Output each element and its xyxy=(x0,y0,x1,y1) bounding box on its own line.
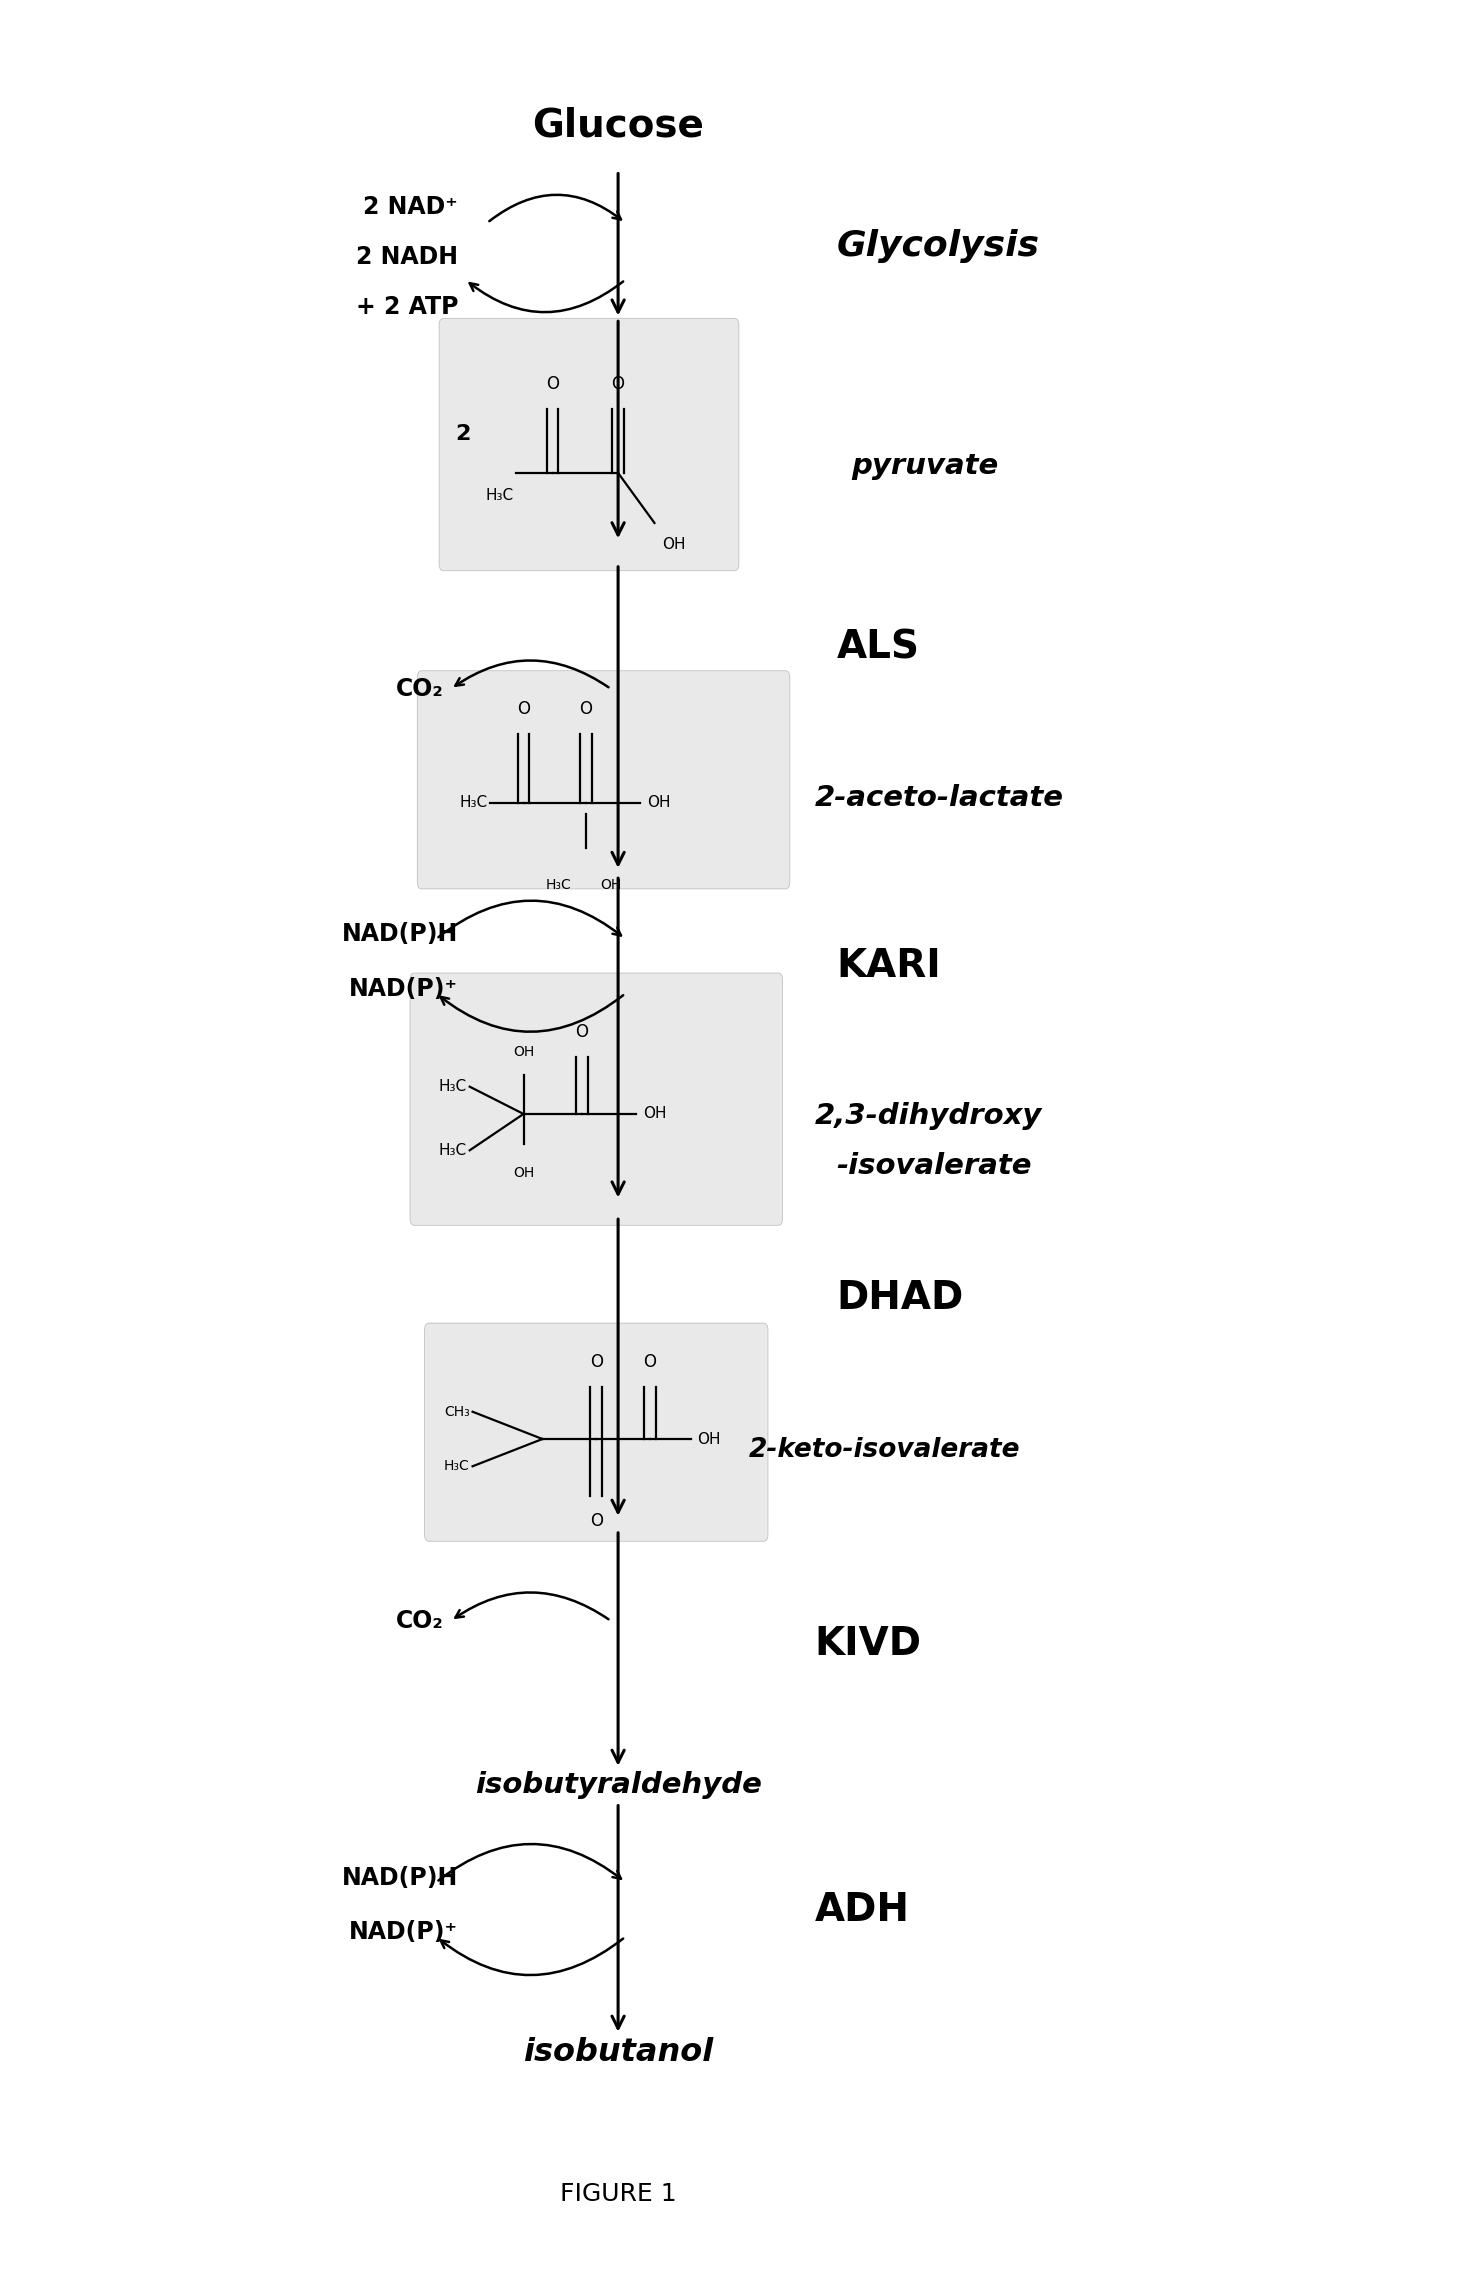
Text: O: O xyxy=(611,375,624,393)
Text: H₃C: H₃C xyxy=(546,878,571,892)
Text: ADH: ADH xyxy=(814,1891,909,1928)
Text: KARI: KARI xyxy=(836,947,942,986)
Text: OH: OH xyxy=(648,796,671,810)
Text: + 2 ATP: + 2 ATP xyxy=(355,295,458,318)
Text: pyruvate: pyruvate xyxy=(851,453,997,480)
Text: OH: OH xyxy=(513,1045,535,1059)
Text: isobutyraldehyde: isobutyraldehyde xyxy=(474,1770,761,1798)
Text: Glucose: Glucose xyxy=(532,105,704,144)
FancyBboxPatch shape xyxy=(417,670,790,890)
FancyBboxPatch shape xyxy=(410,972,783,1226)
Text: CH₃: CH₃ xyxy=(444,1404,470,1418)
Text: O: O xyxy=(517,700,530,718)
Text: 2 NAD⁺: 2 NAD⁺ xyxy=(363,194,458,220)
Text: NAD(P)H: NAD(P)H xyxy=(342,1866,458,1889)
Text: NAD(P)⁺: NAD(P)⁺ xyxy=(350,977,458,1002)
Text: 2-keto-isovalerate: 2-keto-isovalerate xyxy=(749,1436,1021,1464)
Text: O: O xyxy=(580,700,592,718)
Text: FIGURE 1: FIGURE 1 xyxy=(560,2182,676,2205)
Text: OH: OH xyxy=(696,1432,720,1445)
Text: O: O xyxy=(643,1354,657,1370)
Text: OH: OH xyxy=(513,1166,535,1180)
Text: 2: 2 xyxy=(455,425,470,444)
Text: O: O xyxy=(576,1022,588,1041)
Text: OH: OH xyxy=(643,1107,667,1121)
FancyBboxPatch shape xyxy=(425,1324,768,1541)
Text: ALS: ALS xyxy=(836,629,920,668)
Text: NAD(P)⁺: NAD(P)⁺ xyxy=(350,1921,458,1944)
Text: Glycolysis: Glycolysis xyxy=(836,229,1040,263)
Text: CO₂: CO₂ xyxy=(395,1608,444,1633)
Text: KIVD: KIVD xyxy=(814,1624,921,1663)
Text: CO₂: CO₂ xyxy=(395,677,444,700)
Text: -isovalerate: -isovalerate xyxy=(836,1153,1031,1180)
Text: isobutanol: isobutanol xyxy=(523,2038,714,2067)
Text: NAD(P)H: NAD(P)H xyxy=(342,922,458,947)
Text: H₃C: H₃C xyxy=(458,796,488,810)
Text: H₃C: H₃C xyxy=(439,1079,467,1093)
Text: H₃C: H₃C xyxy=(485,487,513,503)
Text: DHAD: DHAD xyxy=(836,1278,964,1317)
Text: O: O xyxy=(589,1354,602,1370)
Text: OH: OH xyxy=(601,878,621,892)
Text: OH: OH xyxy=(661,537,685,551)
Text: H₃C: H₃C xyxy=(439,1144,467,1157)
Text: O: O xyxy=(546,375,560,393)
Text: H₃C: H₃C xyxy=(444,1459,470,1473)
Text: 2,3-dihydroxy: 2,3-dihydroxy xyxy=(814,1102,1042,1130)
Text: 2 NADH: 2 NADH xyxy=(355,245,458,270)
Text: O: O xyxy=(589,1512,602,1530)
FancyBboxPatch shape xyxy=(439,318,739,572)
Text: 2-aceto-lactate: 2-aceto-lactate xyxy=(814,784,1064,812)
